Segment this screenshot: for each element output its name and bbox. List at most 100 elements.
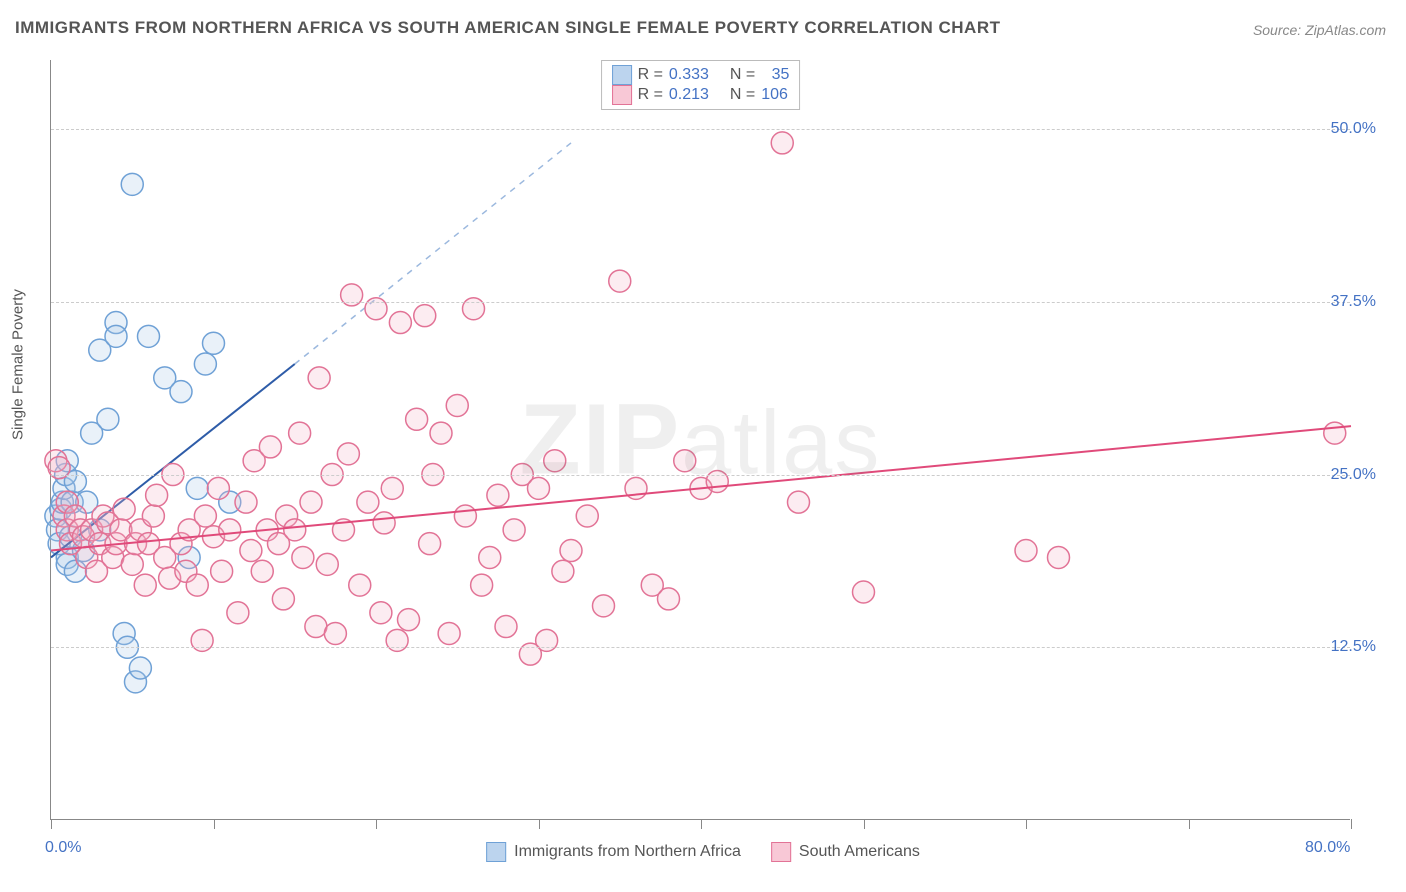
- scatter-point: [419, 533, 441, 555]
- scatter-point: [105, 325, 127, 347]
- x-tick-label: 0.0%: [45, 839, 81, 857]
- scatter-point: [227, 602, 249, 624]
- legend-n-value-2: 106: [761, 86, 788, 104]
- legend-r-label: R =: [638, 86, 663, 104]
- scatter-point: [211, 560, 233, 582]
- scatter-point: [370, 602, 392, 624]
- scatter-point: [272, 588, 294, 610]
- y-tick-label: 12.5%: [1331, 638, 1376, 656]
- scatter-point: [316, 553, 338, 575]
- swatch-icon: [771, 842, 791, 862]
- scatter-point: [495, 616, 517, 638]
- scatter-point: [552, 560, 574, 582]
- scatter-point: [134, 574, 156, 596]
- scatter-svg: [51, 60, 1350, 819]
- scatter-point: [593, 595, 615, 617]
- y-tick-label: 50.0%: [1331, 120, 1376, 138]
- scatter-point: [138, 325, 160, 347]
- scatter-point: [251, 560, 273, 582]
- legend-r-value-2: 0.213: [669, 86, 709, 104]
- scatter-point: [129, 657, 151, 679]
- scatter-point: [503, 519, 525, 541]
- legend-item-series2: South Americans: [771, 842, 920, 862]
- grid-line: [51, 475, 1350, 476]
- scatter-point: [438, 622, 460, 644]
- y-tick-label: 25.0%: [1331, 466, 1376, 484]
- scatter-point: [446, 394, 468, 416]
- scatter-point: [284, 519, 306, 541]
- scatter-point: [292, 546, 314, 568]
- scatter-point: [300, 491, 322, 513]
- scatter-point: [609, 270, 631, 292]
- scatter-point: [194, 353, 216, 375]
- scatter-point: [194, 505, 216, 527]
- scatter-point: [240, 540, 262, 562]
- scatter-point: [430, 422, 452, 444]
- x-tick: [376, 819, 377, 829]
- legend-r-value-1: 0.333: [669, 66, 709, 84]
- scatter-point: [853, 581, 875, 603]
- x-tick: [1026, 819, 1027, 829]
- correlation-legend: R = 0.333 N = 35 R = 0.213 N = 106: [601, 60, 801, 110]
- scatter-point: [454, 505, 476, 527]
- scatter-point: [324, 622, 346, 644]
- scatter-point: [349, 574, 371, 596]
- scatter-point: [113, 498, 135, 520]
- scatter-point: [389, 312, 411, 334]
- scatter-point: [381, 477, 403, 499]
- grid-line: [51, 129, 1350, 130]
- scatter-point: [97, 408, 119, 430]
- series-legend: Immigrants from Northern Africa South Am…: [486, 842, 920, 862]
- scatter-point: [398, 609, 420, 631]
- scatter-point: [337, 443, 359, 465]
- chart-title: IMMIGRANTS FROM NORTHERN AFRICA VS SOUTH…: [15, 18, 1000, 38]
- scatter-point: [674, 450, 696, 472]
- legend-n-label: N =: [730, 86, 755, 104]
- scatter-point: [544, 450, 566, 472]
- scatter-point: [1324, 422, 1346, 444]
- scatter-point: [186, 477, 208, 499]
- y-axis-label: Single Female Poverty: [10, 289, 27, 440]
- legend-n-label: N =: [730, 66, 755, 84]
- scatter-point: [203, 332, 225, 354]
- scatter-point: [357, 491, 379, 513]
- scatter-point: [186, 574, 208, 596]
- scatter-point: [121, 173, 143, 195]
- scatter-point: [479, 546, 501, 568]
- scatter-point: [788, 491, 810, 513]
- grid-line: [51, 647, 1350, 648]
- scatter-point: [487, 484, 509, 506]
- legend-row-series2: R = 0.213 N = 106: [612, 85, 790, 105]
- x-tick: [701, 819, 702, 829]
- scatter-point: [207, 477, 229, 499]
- trend-line: [51, 426, 1351, 550]
- scatter-point: [1015, 540, 1037, 562]
- scatter-point: [771, 132, 793, 154]
- legend-n-value-1: 35: [772, 66, 790, 84]
- scatter-point: [146, 484, 168, 506]
- x-tick: [1351, 819, 1352, 829]
- legend-row-series1: R = 0.333 N = 35: [612, 65, 790, 85]
- scatter-point: [121, 553, 143, 575]
- grid-line: [51, 302, 1350, 303]
- legend-label-2: South Americans: [799, 843, 920, 861]
- scatter-point: [259, 436, 281, 458]
- scatter-point: [219, 519, 241, 541]
- scatter-point: [471, 574, 493, 596]
- x-tick: [539, 819, 540, 829]
- scatter-point: [528, 477, 550, 499]
- scatter-point: [414, 305, 436, 327]
- x-tick: [864, 819, 865, 829]
- x-tick: [51, 819, 52, 829]
- trend-line-dashed: [295, 143, 571, 364]
- swatch-series1: [612, 65, 632, 85]
- scatter-point: [235, 491, 257, 513]
- scatter-point: [1048, 546, 1070, 568]
- x-tick-label: 80.0%: [1305, 839, 1350, 857]
- swatch-series2: [612, 85, 632, 105]
- chart-container: IMMIGRANTS FROM NORTHERN AFRICA VS SOUTH…: [0, 0, 1406, 892]
- swatch-icon: [486, 842, 506, 862]
- scatter-point: [170, 381, 192, 403]
- scatter-point: [576, 505, 598, 527]
- legend-item-series1: Immigrants from Northern Africa: [486, 842, 741, 862]
